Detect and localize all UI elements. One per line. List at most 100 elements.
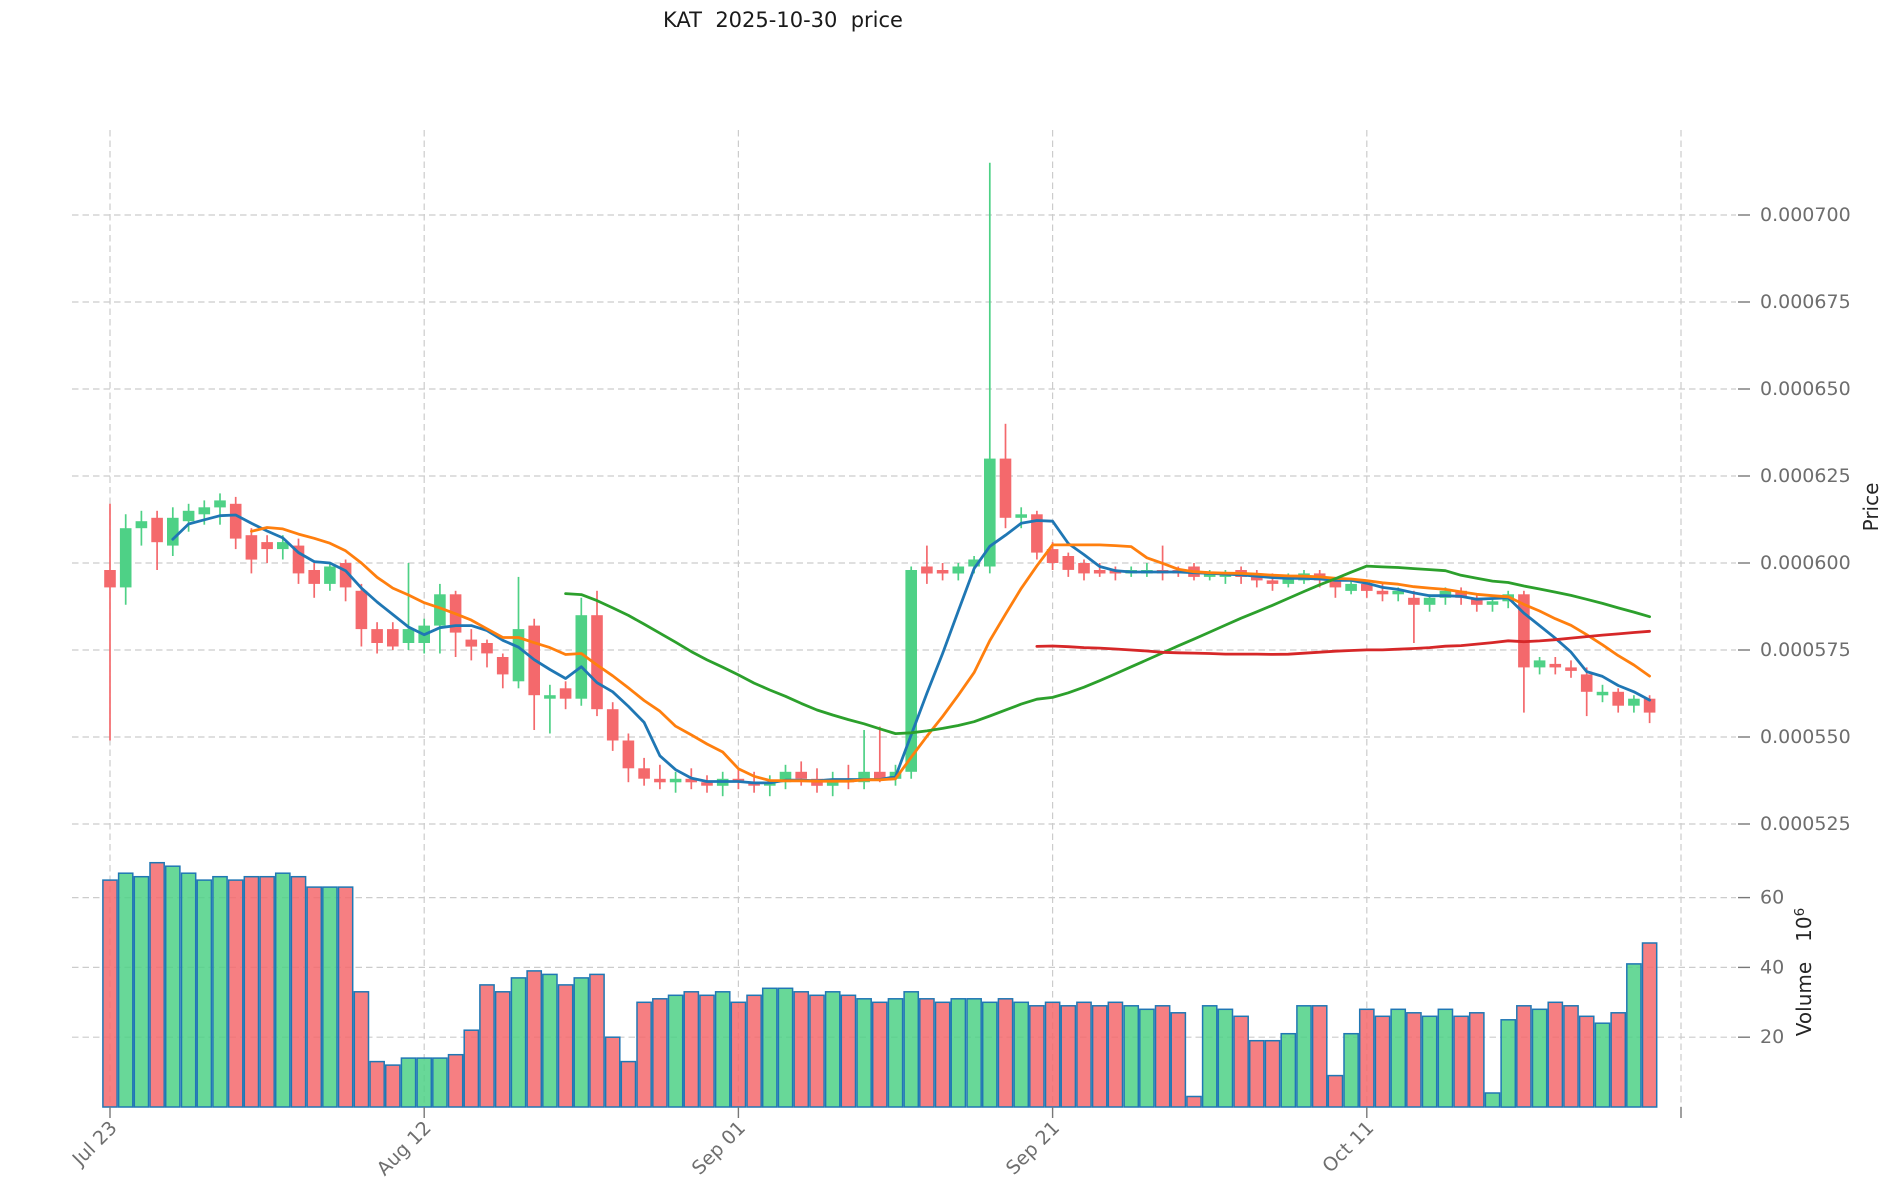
volume-bar [1264, 1039, 1281, 1108]
price-tick-label: 0.000675 [1760, 291, 1851, 313]
volume-bar [494, 991, 511, 1108]
date-tick-label: Aug 12 [373, 1117, 436, 1180]
candle-body [1628, 698, 1640, 706]
candle-body [685, 778, 698, 783]
candle-body [638, 768, 650, 779]
volume-bar [1484, 1092, 1501, 1108]
volume-bar [1343, 1032, 1359, 1108]
volume-bar [1547, 1001, 1564, 1108]
volume-bar [620, 1060, 637, 1108]
candle-body [198, 507, 211, 515]
candle-body [481, 643, 493, 654]
candle-body [1596, 691, 1609, 696]
volume-bars-layer [102, 861, 1658, 1108]
date-tick-label: Jul 23 [68, 1117, 122, 1171]
candle-body [1031, 514, 1043, 553]
volume-bar [557, 984, 574, 1108]
candle-body [308, 570, 320, 584]
volume-bar [777, 987, 794, 1108]
candle-body [261, 542, 273, 550]
volume-bar [1626, 963, 1642, 1108]
volume-bar [934, 1001, 951, 1108]
volume-bar [353, 991, 370, 1108]
candle-body [355, 590, 368, 630]
candle-body [339, 563, 352, 588]
volume-bar [589, 973, 605, 1108]
volume-bar [1421, 1015, 1438, 1108]
volume-bar [761, 987, 778, 1108]
volume-bar [542, 973, 558, 1108]
candle-body [1078, 563, 1090, 574]
candle-body [1549, 663, 1562, 668]
candle-body [591, 615, 603, 710]
volume-bar [1044, 1001, 1061, 1108]
chart-title: KAT 2025-10-30 price [663, 8, 903, 32]
price-tick-label: 0.000625 [1760, 465, 1851, 487]
candle-body [214, 500, 226, 508]
volume-tick-label: 40 [1760, 956, 1784, 978]
candle-body [119, 528, 132, 588]
volume-bar [1060, 1005, 1077, 1108]
candle-body [1345, 583, 1357, 591]
ma-line-10 [249, 526, 1651, 783]
candle-body [434, 594, 446, 626]
volume-bar [604, 1036, 621, 1108]
price-tick-label: 0.000550 [1760, 726, 1851, 748]
volume-bar [1406, 1012, 1422, 1108]
candle-body [402, 629, 415, 643]
volume-bar [1186, 1095, 1202, 1108]
volume-bar [384, 1064, 401, 1108]
candle-body [779, 771, 792, 783]
volume-bar [1280, 1032, 1297, 1108]
candle-body [606, 709, 619, 741]
candle-body [858, 771, 870, 783]
candle-body [936, 570, 949, 574]
volume-bar [840, 994, 857, 1108]
volume-bar [1641, 942, 1658, 1108]
candle-body [1266, 580, 1279, 584]
volume-bar [809, 994, 825, 1108]
candle-body [292, 545, 305, 574]
volume-bar [1594, 1022, 1611, 1108]
volume-bar [1154, 1005, 1171, 1108]
volume-bar [369, 1060, 385, 1108]
candle-body [921, 566, 933, 574]
candle-body [1361, 583, 1373, 591]
price-tick-label: 0.000650 [1760, 378, 1851, 400]
volume-bar [793, 991, 810, 1108]
volume-tick-label: 20 [1760, 1026, 1784, 1048]
volume-bar [636, 1001, 652, 1108]
date-tick-label: Sep 01 [688, 1117, 750, 1179]
price-tick-label: 0.000600 [1760, 552, 1851, 574]
volume-bar [1217, 1008, 1234, 1108]
ma-lines-layer [171, 513, 1651, 785]
candle-body [622, 740, 635, 769]
volume-bar [824, 991, 841, 1108]
candle-body [984, 458, 996, 567]
volume-bar [746, 994, 762, 1108]
candle-body [1203, 573, 1216, 577]
candle-body [905, 570, 917, 772]
price-tick-label: 0.000700 [1760, 204, 1851, 226]
volume-bar [1327, 1074, 1344, 1108]
volume-bar [919, 998, 935, 1108]
candle-body [1471, 597, 1483, 605]
candle-body [1062, 556, 1075, 570]
volume-bar [1139, 1008, 1155, 1108]
candle-body [1565, 667, 1577, 671]
candle-body [167, 517, 179, 546]
candle-body [135, 521, 148, 529]
volume-bar [1610, 1012, 1627, 1108]
volume-bar [243, 875, 260, 1108]
volume-bar [981, 1001, 998, 1108]
volume-bar [196, 879, 213, 1108]
candle-body [1408, 597, 1420, 605]
volume-bar [1076, 1001, 1092, 1108]
volume-bar [1091, 1005, 1108, 1108]
candle-body [1455, 590, 1467, 598]
date-tick-label: Oct 11 [1318, 1117, 1378, 1177]
volume-tick-label: 60 [1760, 887, 1784, 909]
volume-bar [1468, 1012, 1485, 1108]
